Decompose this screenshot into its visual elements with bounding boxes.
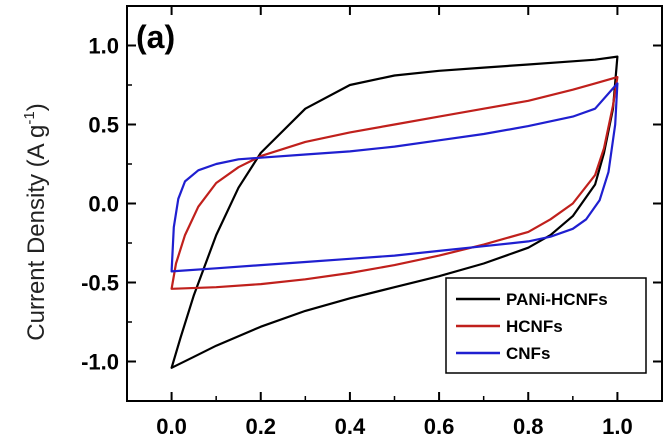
legend-label: PANi-HCNFs <box>506 290 608 309</box>
y-tick-label: 1.0 <box>88 34 119 59</box>
x-tick-label: 0.8 <box>513 414 544 439</box>
legend-label: HCNFs <box>506 317 563 336</box>
y-axis-label-main: Current Density (A g <box>23 125 50 341</box>
y-axis-label-superscript: -1 <box>21 111 38 124</box>
axes-layer: 0.0 0.2 0.4 0.6 0.8 1.0 -1.0 -0.5 0.0 0.5 1.0 <box>81 6 662 439</box>
y-tick-label: -1.0 <box>81 350 119 375</box>
x-tick-label: 0.4 <box>335 414 366 439</box>
y-axis-label-close: ) <box>23 103 50 111</box>
y-tick-label: 0.5 <box>88 113 119 138</box>
x-tick-label: 0.2 <box>245 414 276 439</box>
series-layer <box>170 55 619 369</box>
series-line-hcnfs <box>170 75 619 290</box>
y-tick-label: 0.0 <box>88 192 119 217</box>
x-tick-label: 0.6 <box>424 414 455 439</box>
series-line-cnfs <box>170 82 619 273</box>
x-tick-label: 0.0 <box>156 414 187 439</box>
legend-label: CNFs <box>506 344 550 363</box>
x-tick-label: 1.0 <box>602 414 633 439</box>
panel-label: (a) <box>136 19 175 55</box>
legend: PANi-HCNFs HCNFs CNFs <box>445 277 647 374</box>
y-tick-label: -0.5 <box>81 271 119 296</box>
y-axis-label: Current Density (A g-1) <box>21 103 50 340</box>
legend-box <box>445 277 647 374</box>
